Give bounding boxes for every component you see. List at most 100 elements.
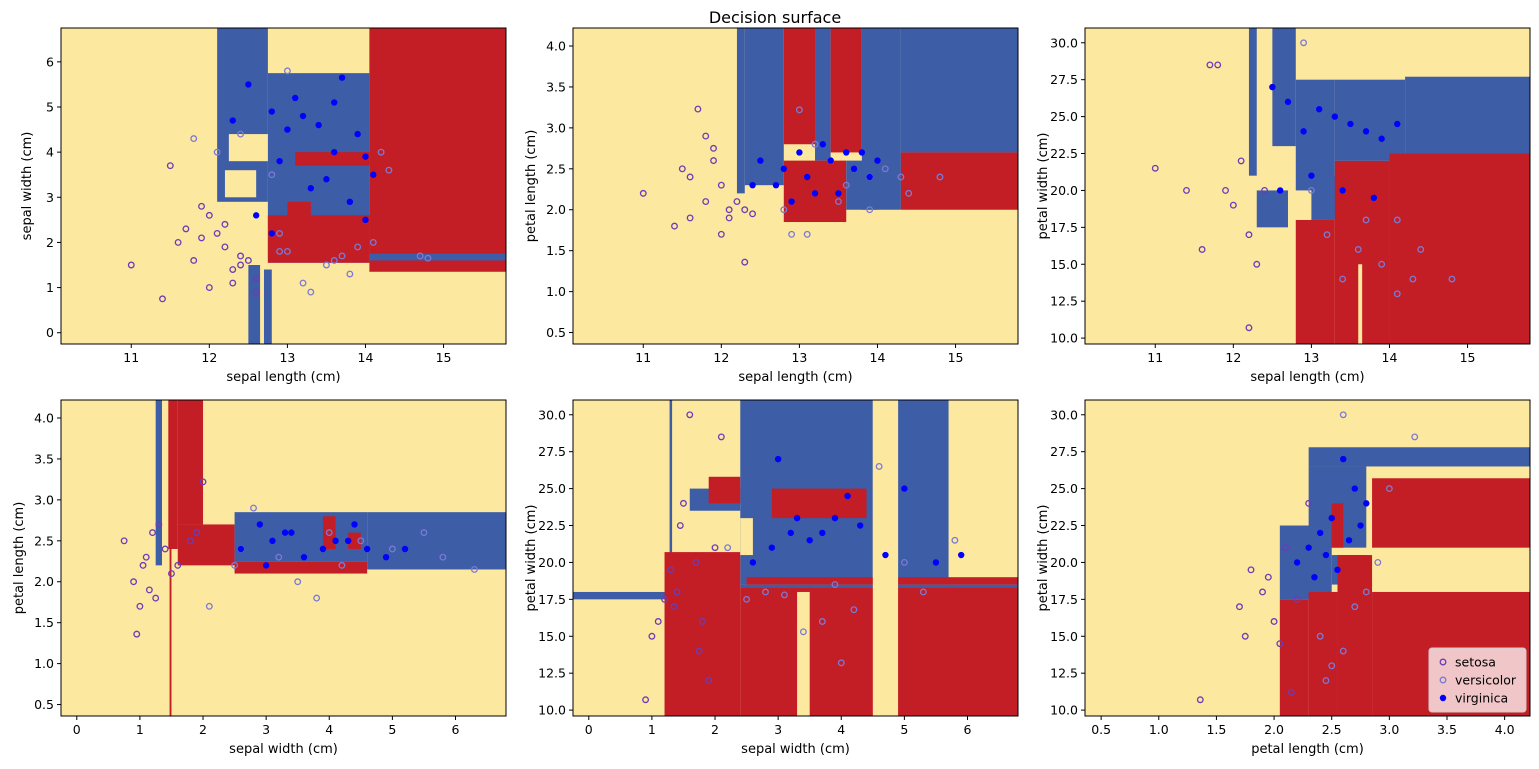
decision-region [1311,279,1320,309]
point-setosa [1237,157,1245,165]
y-tick-label: 4.0 [546,39,566,54]
point-virginica [370,171,377,178]
point-setosa [1287,688,1295,696]
decision-region [736,28,745,194]
point-virginica [827,157,834,164]
decision-region [228,134,268,162]
subplot-5: 0 1 2 3 4 5 6 10.0 12.5 15.0 17.5 20.0 22.5 25.0 27.5 3… [524,399,1019,757]
point-virginica [1370,194,1378,202]
point-setosa [1276,640,1284,648]
point-setosa [1214,61,1222,69]
decision-region [783,28,816,145]
point-virginica [866,173,873,181]
point-setosa [749,210,757,218]
y-tick-label: 1.0 [546,284,566,299]
x-tick-label: 13 [1303,350,1319,365]
point-setosa [130,578,138,586]
x-tick-label: 0.5 [1091,722,1111,737]
point-setosa [120,537,128,545]
point-versicolor [1323,231,1331,239]
x-tick-label: 0 [585,722,593,737]
point-versicolor [803,230,811,238]
point-versicolor [1362,588,1370,596]
decision-region [830,28,862,153]
point-setosa [686,214,694,222]
decision-region [369,28,506,272]
point-virginica [1328,514,1335,522]
point-versicolor [1339,647,1347,655]
point-setosa [1247,566,1255,574]
decision-region [664,552,741,716]
legend-marker-versicolor [1439,676,1447,684]
point-versicolor [338,252,346,260]
point-virginica [1340,455,1347,463]
x-tick-label: 3 [262,722,270,737]
decision-region [1372,478,1530,548]
y-tick-label: 4 [46,145,54,160]
point-setosa [1236,603,1243,611]
point-versicolor [818,618,826,625]
point-virginica [307,185,315,192]
legend: setosa versicolor virginica [1428,647,1527,713]
point-virginica [284,126,291,133]
y-tick-label: 1.5 [546,243,566,258]
point-virginica [256,521,264,528]
point-setosa [725,214,733,222]
x-tick-label: 4 [325,722,333,737]
point-versicolor [275,553,283,561]
point-versicolor [1339,411,1347,419]
point-virginica [1363,500,1370,507]
point-setosa [1305,499,1313,507]
point-versicolor [780,206,788,214]
y-tick-label: 25.0 [1050,109,1078,124]
point-setosa [149,529,156,537]
decision-region [1256,190,1288,228]
point-virginica [788,198,795,205]
point-versicolor [1409,275,1417,283]
y-axis-label: petal width (cm) [1036,133,1051,240]
legend-box [1428,647,1527,713]
y-tick-label: 20.0 [1050,555,1078,570]
point-setosa [252,275,260,282]
point-versicolor [250,504,257,512]
y-axis-label: petal width (cm) [524,505,539,612]
decision-region [1272,28,1296,147]
point-versicolor [1300,39,1308,47]
y-tick-label: 2 [46,235,54,250]
point-setosa [139,561,147,569]
point-versicolor [354,243,362,251]
point-virginica [1362,128,1370,135]
point-virginica [856,522,864,529]
point-setosa [166,162,174,170]
x-tick-label: 5 [388,722,396,737]
point-setosa [190,257,198,264]
decision-region [1331,503,1344,548]
point-virginica [229,117,236,124]
decision-region [369,253,506,261]
point-versicolor [743,595,751,603]
y-tick-label: 10.0 [1050,703,1078,718]
point-versicolor [762,588,769,596]
y-tick-label: 3.0 [34,492,54,507]
point-versicolor [1351,603,1359,611]
y-tick-label: 15.0 [1050,257,1078,272]
y-tick-label: 15.0 [1050,629,1078,644]
point-versicolor [294,578,302,586]
point-virginica [1334,566,1341,574]
decision-region [708,476,741,504]
point-virginica [874,157,881,164]
point-setosa [698,618,706,625]
point-virginica [292,94,299,102]
point-virginica [768,544,776,551]
decision-region [177,524,235,566]
point-virginica [749,559,757,566]
point-virginica [780,165,787,173]
point-versicolor [388,545,396,553]
point-setosa [1261,186,1269,194]
point-versicolor [424,254,432,262]
legend-marker-setosa [1439,658,1447,666]
point-virginica [362,216,369,224]
x-tick-label: 6 [452,722,460,737]
legend-label-setosa: setosa [1455,655,1496,670]
